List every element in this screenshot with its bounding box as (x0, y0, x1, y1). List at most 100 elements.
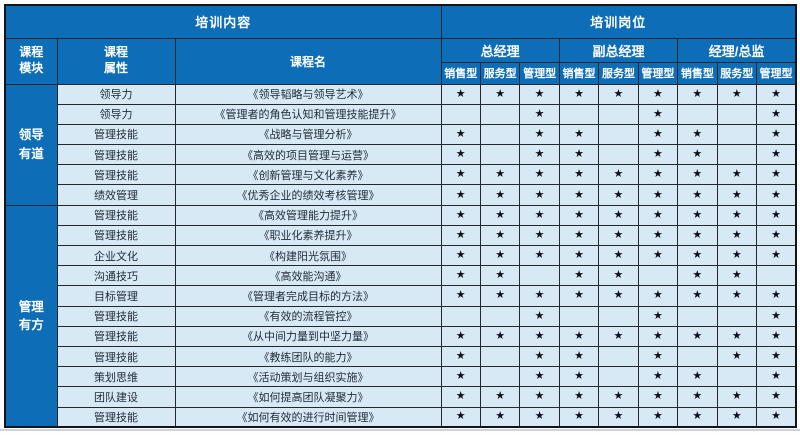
empty-star-cell (440, 305, 481, 327)
star-icon: ★ (637, 366, 679, 388)
star-icon: ★ (677, 366, 718, 388)
star-icon: ★ (440, 244, 481, 267)
course-name-cell: 《有效的流程管控》 (174, 305, 442, 327)
star-icon: ★ (756, 345, 797, 368)
empty-star-cell (479, 123, 521, 146)
star-icon: ★ (479, 285, 521, 307)
star-icon: ★ (756, 83, 797, 105)
course-row: 沟通技巧 《高效能沟通》 ★ ★ ★ ★ ★ ★ (5, 265, 797, 287)
star-icon: ★ (756, 224, 797, 247)
star-icon: ★ (558, 265, 600, 287)
empty-star-cell (558, 305, 600, 327)
empty-star-cell (637, 265, 679, 287)
star-icon: ★ (637, 305, 679, 327)
course-row: 管理技能 《高效的项目管理与运营》 ★ ★ ★ ★ ★ ★ (5, 144, 797, 166)
empty-star-cell (479, 305, 521, 327)
empty-star-cell (598, 123, 639, 146)
empty-star-cell (479, 345, 521, 368)
star-icon: ★ (677, 204, 718, 226)
star-icon: ★ (598, 164, 639, 186)
course-attribute-cell: 管理技能 (56, 164, 176, 186)
course-attribute-cell: 管理技能 (56, 345, 176, 368)
star-icon: ★ (479, 406, 521, 428)
star-icon: ★ (677, 265, 718, 287)
course-name-cell: 《从中间力量到中坚力量》 (174, 325, 442, 347)
empty-star-cell (716, 305, 758, 327)
star-icon: ★ (756, 144, 797, 166)
section-header-training-content: 培训内容 (4, 4, 442, 39)
course-row: 管理技能 《教练团队的能力》 ★ ★ ★ ★ ★ ★ (5, 345, 797, 368)
course-attribute-cell: 企业文化 (56, 244, 176, 267)
star-icon: ★ (558, 386, 600, 408)
star-icon: ★ (440, 83, 481, 105)
empty-star-cell (598, 144, 639, 166)
type-header-2-0: 销售型 (677, 61, 718, 85)
star-icon: ★ (637, 204, 679, 226)
star-icon: ★ (677, 184, 718, 206)
star-icon: ★ (756, 184, 797, 206)
column-header-course-name: 课程名 (174, 37, 442, 85)
star-icon: ★ (519, 386, 560, 408)
star-icon: ★ (440, 184, 481, 206)
header-row-sections: 培训内容 培训岗位 (4, 4, 797, 39)
star-icon: ★ (519, 325, 560, 347)
star-icon: ★ (756, 406, 797, 428)
star-icon: ★ (677, 83, 718, 105)
star-icon: ★ (716, 204, 758, 226)
column-header-course-attribute: 课程属性 (56, 37, 176, 85)
star-icon: ★ (598, 265, 639, 287)
star-icon: ★ (677, 144, 718, 166)
star-icon: ★ (716, 83, 758, 105)
type-header-1-1: 服务型 (598, 61, 639, 85)
star-icon: ★ (519, 184, 560, 206)
star-icon: ★ (598, 325, 639, 347)
type-header-1-2: 管理型 (637, 61, 679, 85)
type-header-2-1: 服务型 (716, 61, 758, 85)
empty-star-cell (716, 103, 758, 125)
header-row-groups: 课程模块 课程属性 课程名 总经理 副总经理 经理/总监 (4, 37, 797, 85)
course-row: 领导力 《管理者的角色认知和管理技能提升》 ★ ★ ★ (5, 103, 797, 125)
star-icon: ★ (519, 366, 560, 388)
course-row: 管理技能 《职业化素养提升》 ★ ★ ★ ★ ★ ★ ★ ★ ★ (5, 224, 797, 247)
star-icon: ★ (519, 305, 560, 327)
star-icon: ★ (519, 123, 560, 146)
empty-star-cell (598, 103, 639, 125)
star-icon: ★ (637, 103, 679, 125)
course-attribute-cell: 管理技能 (56, 123, 176, 146)
star-icon: ★ (558, 366, 600, 388)
star-icon: ★ (440, 345, 481, 368)
empty-star-cell (677, 103, 718, 125)
course-row: 管理技能 《从中间力量到中坚力量》 ★ ★ ★ ★ ★ ★ ★ ★ ★ (5, 325, 797, 347)
course-attribute-cell: 管理技能 (56, 325, 176, 347)
empty-star-cell (677, 305, 718, 327)
star-icon: ★ (677, 285, 718, 307)
empty-star-cell (479, 366, 521, 388)
type-header-0-2: 管理型 (519, 61, 560, 85)
star-icon: ★ (637, 83, 679, 105)
course-name-cell: 《高效能沟通》 (174, 265, 442, 287)
section-header-training-positions: 培训岗位 (440, 4, 797, 39)
star-icon: ★ (637, 144, 679, 166)
empty-star-cell (479, 144, 521, 166)
star-icon: ★ (637, 164, 679, 186)
star-icon: ★ (519, 224, 560, 247)
star-icon: ★ (598, 386, 639, 408)
star-icon: ★ (440, 265, 481, 287)
star-icon: ★ (716, 164, 758, 186)
star-icon: ★ (479, 164, 521, 186)
course-attribute-cell: 团队建设 (56, 386, 176, 408)
star-icon: ★ (677, 224, 718, 247)
star-icon: ★ (479, 325, 521, 347)
module-label: 领导有道 (18, 128, 44, 161)
column-header-course-module: 课程模块 (4, 37, 58, 85)
empty-star-cell (716, 123, 758, 146)
star-icon: ★ (440, 144, 481, 166)
empty-star-cell (716, 144, 758, 166)
star-icon: ★ (677, 244, 718, 267)
star-icon: ★ (677, 325, 718, 347)
star-icon: ★ (519, 103, 560, 125)
star-icon: ★ (519, 144, 560, 166)
star-icon: ★ (637, 325, 679, 347)
star-icon: ★ (637, 184, 679, 206)
course-name-cell: 《管理者完成目标的方法》 (174, 285, 442, 307)
